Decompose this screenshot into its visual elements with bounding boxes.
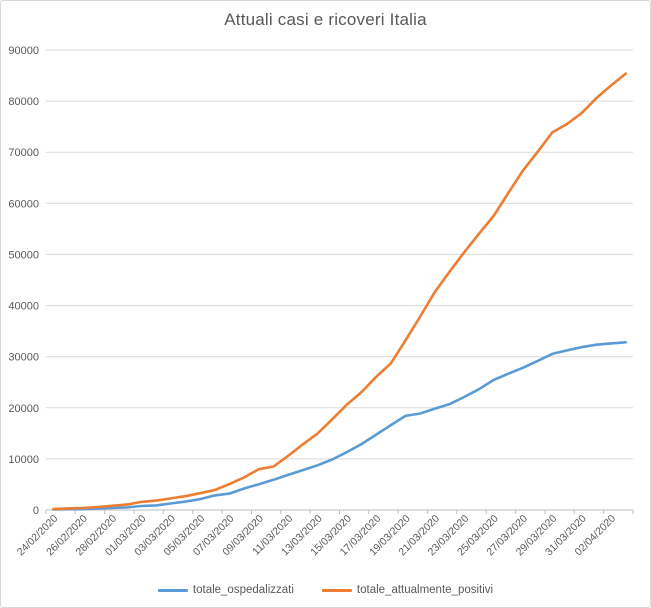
- y-axis-label: 80000: [8, 96, 39, 108]
- chart-legend: totale_ospedalizzati totale_attualmente_…: [1, 584, 650, 596]
- series-line-totale_ospedalizzati: [51, 340, 628, 511]
- y-axis-label: 60000: [8, 198, 39, 210]
- y-axis-label: 20000: [8, 403, 39, 415]
- y-axis-label: 10000: [8, 454, 39, 466]
- y-axis-label: 40000: [8, 301, 39, 313]
- y-axis-label: 50000: [8, 249, 39, 261]
- chart-title: Attuali casi e ricoveri Italia: [224, 10, 427, 29]
- legend-line-swatch-blue: [157, 588, 188, 592]
- y-axis-label: 30000: [8, 352, 39, 364]
- series-line-totale_attualmente_positivi: [51, 72, 628, 511]
- legend-label: totale_attualmente_positivi: [356, 584, 494, 596]
- legend-item-totale-attualmente-positivi: totale_attualmente_positivi: [321, 584, 494, 596]
- legend-label: totale_ospedalizzati: [192, 584, 294, 596]
- y-axis-label: 90000: [8, 45, 39, 57]
- y-axis-label: 0: [33, 505, 39, 517]
- y-axis-label: 70000: [8, 147, 39, 159]
- legend-line-swatch-orange: [321, 588, 352, 592]
- legend-item-totale-ospedalizzati: totale_ospedalizzati: [157, 584, 294, 596]
